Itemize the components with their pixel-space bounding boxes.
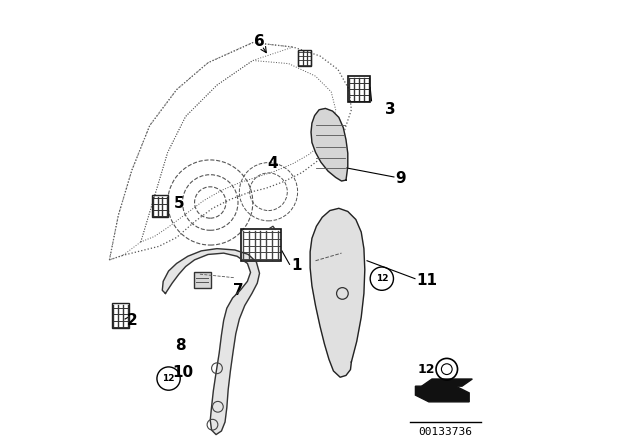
Text: 7: 7 (233, 283, 244, 298)
Text: 3: 3 (385, 102, 396, 117)
Text: 6: 6 (254, 34, 265, 49)
Text: 12: 12 (376, 274, 388, 283)
Polygon shape (311, 108, 348, 181)
Text: 1: 1 (291, 258, 301, 273)
Text: 4: 4 (268, 156, 278, 171)
Text: 9: 9 (396, 171, 406, 186)
Polygon shape (415, 386, 469, 402)
Text: 5: 5 (173, 196, 184, 211)
Polygon shape (310, 208, 365, 377)
Text: 12: 12 (163, 374, 175, 383)
Text: 12: 12 (417, 362, 435, 376)
Text: 10: 10 (173, 365, 194, 380)
Text: 2: 2 (127, 313, 137, 328)
FancyBboxPatch shape (194, 272, 211, 288)
Text: 00133736: 00133736 (419, 427, 472, 437)
Polygon shape (163, 249, 260, 435)
Polygon shape (422, 379, 472, 386)
Text: 8: 8 (175, 338, 186, 353)
Text: 11: 11 (417, 272, 437, 288)
